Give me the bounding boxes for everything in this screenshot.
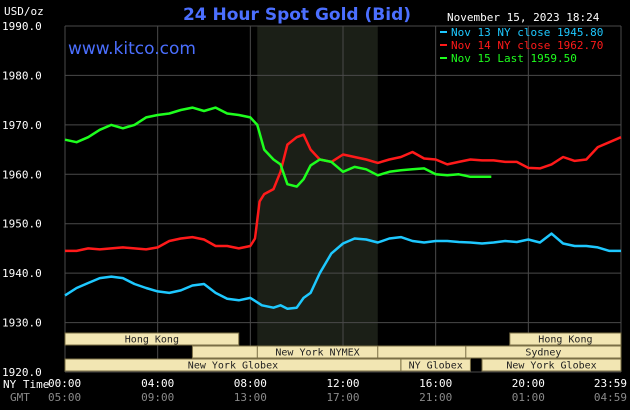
y-tick-label-5: 1940.0 (2, 267, 42, 280)
y-tick-label-6: 1930.0 (2, 317, 42, 330)
x-tick-label-gmt-0: 05:00 (48, 391, 81, 404)
price-series (64, 106, 622, 310)
session-bar-7 (481, 358, 622, 372)
session-5: Sydney (465, 345, 622, 359)
session-label-4: NY Globex (409, 361, 463, 372)
session-label-2: New York Globex (188, 361, 278, 372)
y-tick-label-3: 1960.0 (2, 168, 42, 181)
session-2: New York Globex (64, 358, 402, 372)
x-tick-label-ny-4: 16:00 (419, 377, 452, 390)
legend-label-2: Nov 15 Last 1959.50 (451, 52, 577, 65)
x-tick-label-gmt-1: 09:00 (141, 391, 174, 404)
legend-label-0: Nov 13 NY close 1945.80 (451, 26, 603, 39)
session-4: NY Globex (400, 358, 471, 372)
x-tick-label-gmt-2: 13:00 (234, 391, 267, 404)
x-axis-ticks: 00:00 04:00 08:00 12:00 16:00 20:00 23:59 05:00… (48, 377, 627, 404)
x-tick-label-gmt-4: 21:00 (419, 391, 452, 404)
session-bar-5 (465, 345, 622, 359)
session-0: Hong Kong (64, 332, 240, 346)
datetime-label: November 15, 2023 18:24 (447, 11, 600, 24)
x-tick-label-ny-3: 12:00 (326, 377, 359, 390)
legend-item-2: Nov 15 Last 1959.50 (440, 52, 577, 65)
session-3: New York NYMEX (256, 345, 379, 359)
legend-item-0: Nov 13 NY close 1945.80 (440, 26, 603, 39)
session-bar-0 (64, 332, 240, 346)
x-tick-label-gmt-3: 17:00 (326, 391, 359, 404)
y-tick-label-4: 1950.0 (2, 218, 42, 231)
gridlines (64, 25, 622, 373)
legend-item-1: Nov 14 NY close 1962.70 (440, 39, 603, 52)
series-line-2 (64, 106, 492, 188)
session-bar-4 (400, 358, 471, 372)
gmt-label: GMT (10, 391, 30, 404)
session-label-0: Hong Kong (125, 335, 179, 346)
series-line-0 (64, 232, 621, 310)
session-label-6: Hong Kong (538, 335, 592, 346)
x-tick-label-ny-0: 00:00 (48, 377, 81, 390)
brand-link[interactable]: www.kitco.com (68, 39, 196, 59)
session-bar-3 (256, 345, 379, 359)
session-label-5: Sydney (525, 348, 561, 359)
nymex-highlight-band (257, 26, 378, 372)
session-7: New York Globex (481, 358, 622, 372)
y-tick-label-7: 1920.0 (2, 366, 42, 379)
ny-time-label: NY Time (3, 378, 49, 391)
session-label-3: New York NYMEX (275, 348, 359, 359)
chart-title: 24 Hour Spot Gold (Bid) (183, 5, 411, 25)
y-tick-label-1: 1980.0 (2, 69, 42, 82)
y-tick-label-0: 1990.0 (2, 20, 42, 33)
session-label-7: New York Globex (506, 361, 596, 372)
session-6: Hong Kong (509, 332, 622, 346)
x-tick-label-gmt-5: 01:00 (512, 391, 545, 404)
legend-label-1: Nov 14 NY close 1962.70 (451, 39, 603, 52)
units-label: USD/oz (4, 5, 44, 18)
y-axis-ticks: 1990.0 1980.0 1970.0 1960.0 1950.0 1940.0 1930… (2, 20, 42, 379)
x-tick-label-ny-2: 08:00 (234, 377, 267, 390)
y-tick-label-2: 1970.0 (2, 119, 42, 132)
x-tick-label-ny-5: 20:00 (512, 377, 545, 390)
x-tick-label-gmt-6: 04:59 (594, 391, 627, 404)
session-bar-6 (509, 332, 622, 346)
x-tick-label-ny-1: 04:00 (141, 377, 174, 390)
x-tick-label-ny-6: 23:59 (594, 377, 627, 390)
